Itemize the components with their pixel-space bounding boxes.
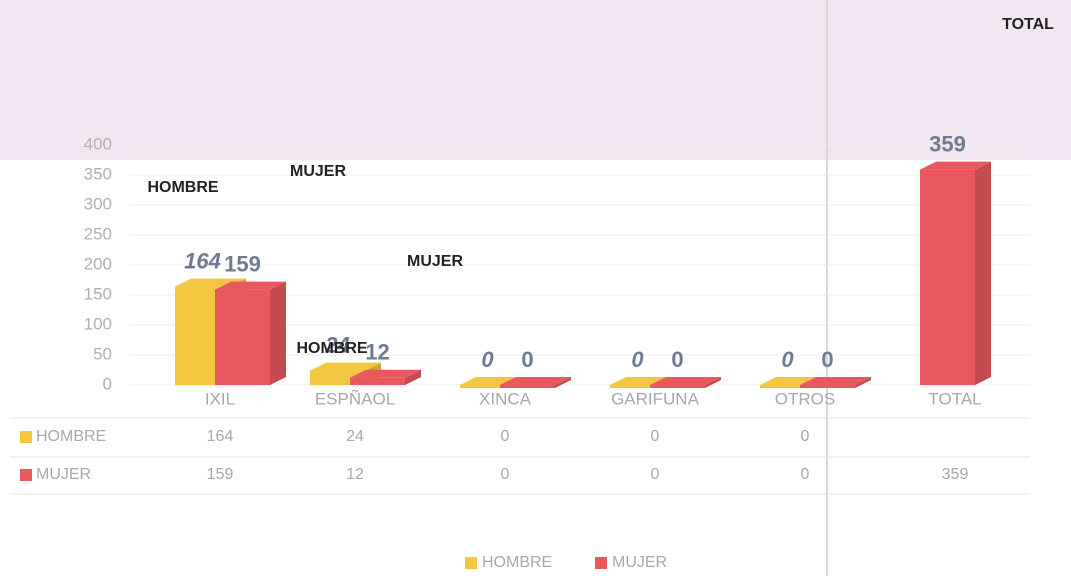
data-label: 164 <box>184 248 221 273</box>
bar-top <box>650 377 721 385</box>
bar-side <box>855 377 871 388</box>
bar <box>610 385 665 388</box>
bar-side <box>555 377 571 388</box>
table-row-label: HOMBRE <box>36 428 106 445</box>
annotation: MUJER <box>290 163 346 180</box>
table-cell: 12 <box>346 466 364 483</box>
bar <box>760 385 815 388</box>
data-label: 12 <box>365 340 389 365</box>
page-background <box>0 160 1071 576</box>
data-label: 24 <box>324 332 349 357</box>
data-label: 0 <box>521 347 533 372</box>
y-tick-label: 0 <box>103 374 112 393</box>
photo-background <box>0 0 1071 160</box>
table-cell: 0 <box>651 466 660 483</box>
annotation: HOMBRE <box>296 340 367 357</box>
bar-top <box>310 362 381 371</box>
bar <box>920 169 975 385</box>
y-tick-label: 300 <box>84 194 112 213</box>
x-tick-label: XINCA <box>479 389 532 408</box>
bar <box>350 377 405 385</box>
data-label: 159 <box>224 251 261 276</box>
table-cell: 0 <box>651 428 660 445</box>
bar <box>800 385 855 388</box>
x-tick-label: GARIFUNA <box>611 389 700 408</box>
annotation: MUJER <box>407 253 463 270</box>
table-cell: 359 <box>942 466 969 483</box>
bar-top <box>920 161 991 170</box>
y-tick-label: 150 <box>84 284 112 303</box>
data-label: 0 <box>671 347 683 372</box>
annotation: TOTAL <box>1002 16 1054 33</box>
bar-top <box>500 377 571 385</box>
table-cell: 24 <box>346 428 364 445</box>
bar-side <box>405 369 421 385</box>
bar-top <box>800 377 871 385</box>
y-tick-label: 50 <box>93 344 112 363</box>
table-cell: 164 <box>207 428 234 445</box>
data-label: 0 <box>481 347 494 372</box>
y-tick-label: 100 <box>84 314 112 333</box>
bar-top <box>350 369 421 378</box>
y-tick-label: 350 <box>84 164 112 183</box>
legend-label: HOMBRE <box>482 554 552 571</box>
bar-side <box>975 161 991 385</box>
data-label: 359 <box>929 131 966 156</box>
data-label: 0 <box>781 347 794 372</box>
x-tick-label: IXIL <box>205 389 235 408</box>
y-tick-label: 400 <box>84 134 112 153</box>
legend-label: MUJER <box>612 554 667 571</box>
y-tick-label: 250 <box>84 224 112 243</box>
table-legend-key <box>20 431 32 443</box>
table-cell: 0 <box>801 428 810 445</box>
bar <box>215 289 270 385</box>
table-cell: 0 <box>801 466 810 483</box>
annotation: HOMBRE <box>147 179 218 196</box>
table-row-label: MUJER <box>36 466 91 483</box>
x-tick-label: ESPÑAOL <box>315 389 395 408</box>
bar <box>500 385 555 388</box>
table-legend-key <box>20 469 32 481</box>
data-label: 0 <box>631 347 644 372</box>
bar-top <box>215 281 286 290</box>
x-tick-label: OTROS <box>775 389 835 408</box>
bar-side <box>270 281 286 385</box>
bar-side <box>705 377 721 388</box>
x-tick-label: TOTAL <box>928 389 981 408</box>
bar <box>460 385 515 388</box>
y-tick-label: 200 <box>84 254 112 273</box>
table-cell: 0 <box>501 428 510 445</box>
legend-key <box>595 557 607 569</box>
table-cell: 159 <box>207 466 234 483</box>
table-cell: 0 <box>501 466 510 483</box>
legend-key <box>465 557 477 569</box>
data-label: 0 <box>821 347 833 372</box>
bar <box>650 385 705 388</box>
